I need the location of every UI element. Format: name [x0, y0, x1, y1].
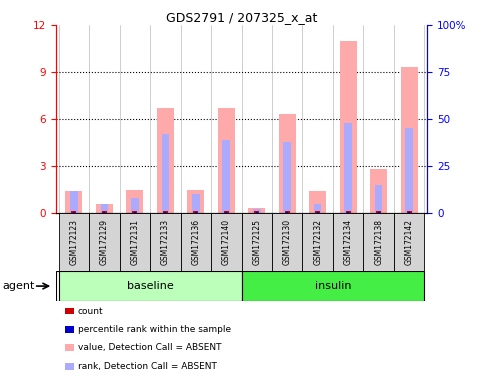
- Bar: [315, 211, 320, 213]
- Bar: [193, 211, 198, 213]
- Bar: [218, 108, 235, 213]
- Text: GSM172134: GSM172134: [344, 219, 353, 265]
- Bar: [157, 108, 174, 213]
- Bar: [134, 212, 136, 213]
- Bar: [370, 169, 387, 213]
- Text: GSM172136: GSM172136: [191, 219, 200, 265]
- Text: value, Detection Call = ABSENT: value, Detection Call = ABSENT: [78, 343, 221, 353]
- Bar: [58, 271, 242, 301]
- Text: GSM172140: GSM172140: [222, 219, 231, 265]
- Bar: [187, 190, 204, 213]
- Text: rank, Detection Call = ABSENT: rank, Detection Call = ABSENT: [78, 362, 217, 371]
- Bar: [225, 212, 227, 213]
- Bar: [89, 213, 120, 271]
- Bar: [127, 190, 143, 213]
- Text: GSM172129: GSM172129: [100, 219, 109, 265]
- Bar: [58, 213, 89, 271]
- Text: agent: agent: [2, 281, 35, 291]
- Bar: [314, 204, 322, 213]
- Bar: [376, 211, 381, 213]
- Text: GSM172138: GSM172138: [374, 219, 383, 265]
- Bar: [253, 209, 260, 213]
- Bar: [286, 212, 288, 213]
- Bar: [120, 213, 150, 271]
- Text: count: count: [78, 306, 103, 316]
- Bar: [100, 204, 108, 213]
- Bar: [96, 205, 113, 213]
- Text: baseline: baseline: [127, 281, 173, 291]
- Bar: [256, 212, 258, 213]
- Bar: [347, 212, 349, 213]
- Bar: [302, 213, 333, 271]
- Text: GSM172131: GSM172131: [130, 219, 139, 265]
- Bar: [164, 212, 167, 213]
- Bar: [195, 212, 197, 213]
- Bar: [66, 191, 82, 213]
- Text: percentile rank within the sample: percentile rank within the sample: [78, 325, 231, 334]
- Bar: [333, 213, 363, 271]
- Bar: [340, 41, 356, 213]
- Bar: [103, 212, 105, 213]
- Bar: [211, 213, 242, 271]
- Bar: [375, 185, 383, 213]
- Text: GSM172133: GSM172133: [161, 219, 170, 265]
- Bar: [131, 198, 139, 213]
- Bar: [132, 211, 137, 213]
- Bar: [401, 67, 417, 213]
- Bar: [161, 134, 169, 213]
- Bar: [272, 213, 302, 271]
- Bar: [394, 213, 425, 271]
- Bar: [408, 212, 411, 213]
- Bar: [284, 142, 291, 213]
- Bar: [285, 211, 290, 213]
- Bar: [346, 211, 351, 213]
- Bar: [181, 213, 211, 271]
- Bar: [150, 213, 181, 271]
- Bar: [242, 213, 272, 271]
- Bar: [279, 114, 296, 213]
- Bar: [407, 211, 412, 213]
- Bar: [163, 211, 168, 213]
- Text: GSM172123: GSM172123: [70, 219, 78, 265]
- Text: GSM172132: GSM172132: [313, 219, 322, 265]
- Bar: [72, 212, 75, 213]
- Bar: [255, 211, 259, 213]
- Bar: [378, 212, 380, 213]
- Bar: [344, 123, 352, 213]
- Bar: [192, 194, 199, 213]
- Bar: [405, 128, 413, 213]
- Text: GSM172142: GSM172142: [405, 219, 413, 265]
- Bar: [316, 212, 319, 213]
- Text: GSM172125: GSM172125: [252, 219, 261, 265]
- Bar: [223, 140, 230, 213]
- Bar: [71, 211, 76, 213]
- Bar: [309, 191, 326, 213]
- Bar: [70, 190, 78, 213]
- Bar: [242, 271, 425, 301]
- Text: GSM172130: GSM172130: [283, 219, 292, 265]
- Bar: [248, 208, 265, 213]
- Text: insulin: insulin: [315, 281, 351, 291]
- Bar: [102, 211, 107, 213]
- Title: GDS2791 / 207325_x_at: GDS2791 / 207325_x_at: [166, 11, 317, 24]
- Bar: [363, 213, 394, 271]
- Bar: [224, 211, 228, 213]
